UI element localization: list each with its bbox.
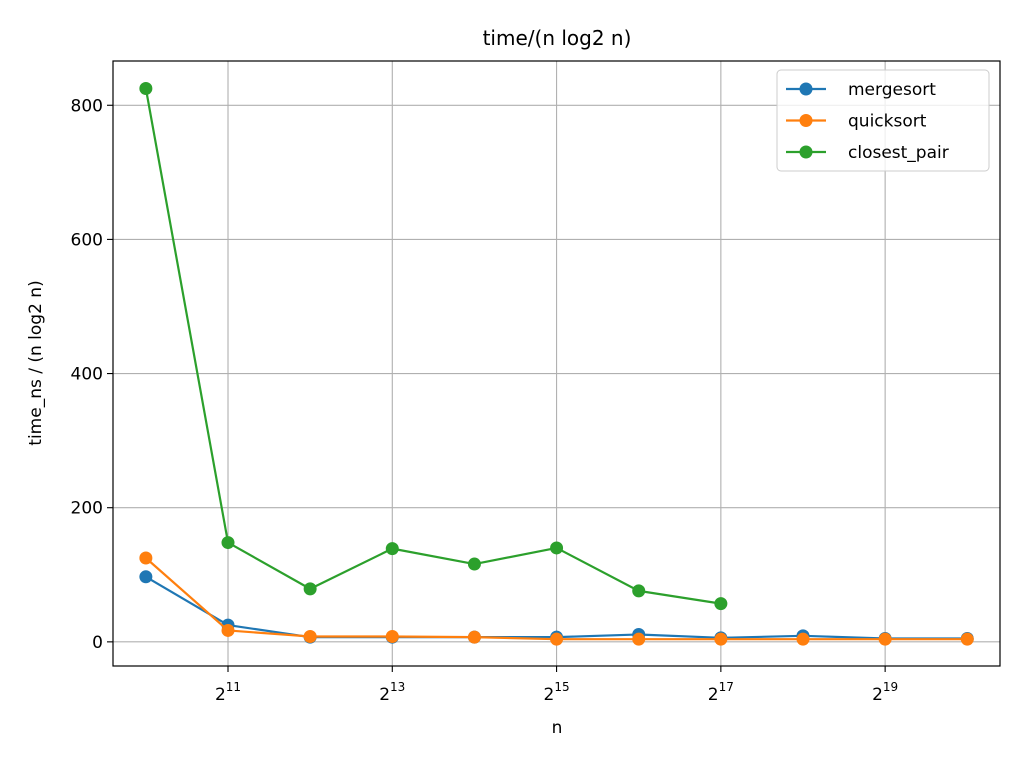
x-tick-label: 213 xyxy=(379,680,405,705)
legend-label: mergesort xyxy=(848,80,936,100)
data-point xyxy=(385,629,399,643)
axis-ticks: 211 213 215 217 219 0 200 400 600 800 xyxy=(71,96,899,705)
legend-swatch-marker xyxy=(799,145,813,159)
data-point xyxy=(467,630,481,644)
data-point xyxy=(796,632,810,646)
data-point xyxy=(550,632,564,646)
series-line xyxy=(144,88,722,605)
data-point xyxy=(303,582,317,596)
legend-box xyxy=(776,69,990,172)
data-point xyxy=(221,623,235,637)
data-point xyxy=(139,551,153,565)
y-tick-label: 0 xyxy=(92,633,103,653)
data-point xyxy=(632,632,646,646)
data-point xyxy=(632,584,646,598)
legend-swatch-marker xyxy=(799,82,813,96)
data-point xyxy=(714,597,728,611)
x-tick-label: 215 xyxy=(544,680,570,705)
data-point xyxy=(878,632,892,646)
series-closest-pair xyxy=(139,82,728,611)
data-point xyxy=(960,632,974,646)
y-tick-label: 600 xyxy=(71,230,103,250)
data-point xyxy=(303,629,317,643)
x-tick-label: 217 xyxy=(708,680,734,705)
x-axis-label: n xyxy=(552,718,563,738)
legend-label: closest_pair xyxy=(848,143,949,163)
data-point xyxy=(139,570,153,584)
x-tick-label: 219 xyxy=(872,680,898,705)
y-tick-label: 800 xyxy=(71,96,103,116)
data-point xyxy=(467,557,481,571)
data-point xyxy=(139,82,153,95)
y-axis-label: time_ns / (n log2 n) xyxy=(26,280,46,445)
legend-swatch-marker xyxy=(799,114,813,127)
x-tick-label: 211 xyxy=(215,680,241,705)
data-point xyxy=(221,536,235,550)
data-point xyxy=(714,632,728,646)
y-tick-label: 400 xyxy=(71,365,103,385)
chart-title: time/(n log2 n) xyxy=(483,26,632,50)
y-tick-label: 200 xyxy=(71,499,103,519)
data-point xyxy=(550,541,564,555)
series-layer xyxy=(139,82,974,646)
legend: mergesort quicksort closest_pair xyxy=(776,69,990,172)
legend-label: quicksort xyxy=(848,112,927,132)
data-point xyxy=(385,542,399,556)
series-quicksort xyxy=(139,551,974,646)
